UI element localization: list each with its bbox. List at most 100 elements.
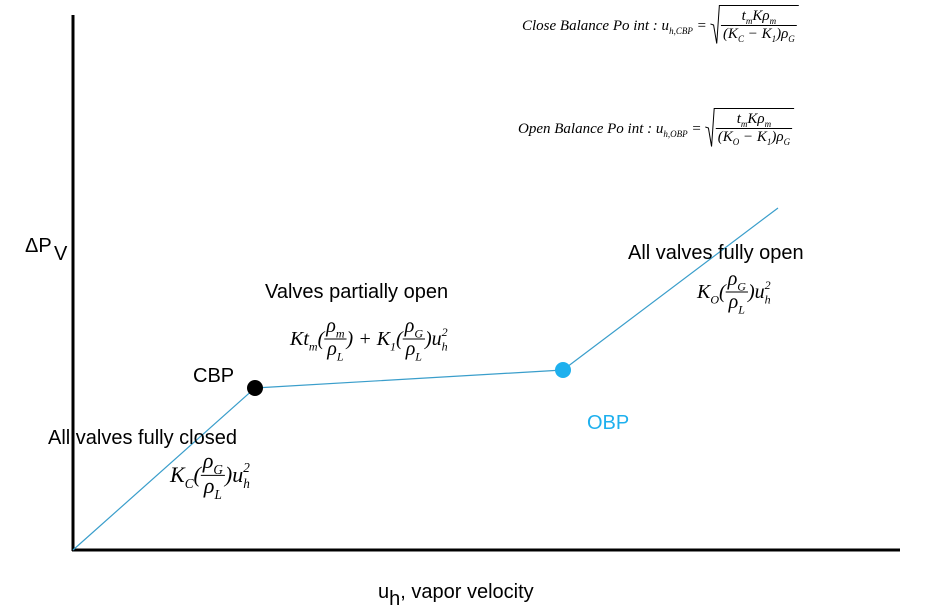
formula-text: C — [738, 34, 745, 44]
point-label: CBP — [193, 365, 234, 387]
formula-text: m — [746, 16, 753, 26]
formula-group: Open Balance Po int : u h,OBP = t m Kρ m(K O … — [518, 108, 795, 147]
formula-text: G — [788, 34, 795, 44]
formula-text: t — [742, 8, 747, 24]
formula-text: t — [737, 111, 742, 127]
formula-text: Close Balance Po int : u — [522, 18, 669, 34]
point-label: OBP — [587, 412, 629, 434]
formula-text: L — [737, 303, 745, 317]
formula-text: m — [765, 119, 772, 129]
formula-text: ρ — [202, 448, 214, 473]
formula-group: (K C − K 1)ρ G — [723, 26, 795, 44]
formula-text: ) — [747, 281, 755, 303]
formula-text: u — [755, 281, 765, 303]
region-label: Valves partially open — [265, 281, 448, 303]
formula-text: O — [710, 293, 719, 307]
formula-group: Close Balance Po int : u h,CBP = t m Kρ m(K C… — [522, 5, 799, 44]
formula-group: K O (ρ Gρ L) u h2 — [696, 268, 771, 317]
formula-text: h,OBP — [663, 129, 688, 139]
formula-text: h — [243, 476, 250, 491]
formula-text: = — [693, 18, 711, 34]
obp-point — [555, 362, 571, 378]
formula-text: m — [741, 119, 748, 129]
formula-text: Kρ — [751, 8, 769, 24]
formula-text: )ρ — [775, 26, 788, 42]
y-axis-label: ΔP — [25, 235, 52, 257]
formula-text: h,CBP — [669, 26, 693, 36]
formula-text: Open Balance Po int : u — [518, 121, 663, 137]
formula-text: ( — [719, 281, 727, 303]
radical-sign — [710, 5, 799, 44]
formula-text: 1 — [390, 340, 396, 354]
formula-text: m — [336, 327, 345, 341]
x-axis-label-sub: h — [389, 588, 400, 609]
formula-text: ( — [193, 462, 202, 487]
formula-text: ) — [424, 328, 432, 350]
cbp-point — [247, 380, 263, 396]
formula-group: Kt m (ρ mρ L) + K 1 (ρ Gρ L) u h2 — [289, 315, 448, 364]
formula-group: t m Kρ m — [737, 111, 772, 129]
y-axis-label-sub: V — [54, 243, 68, 265]
formula-text: K — [169, 462, 186, 487]
pressure-drop-curve — [72, 207, 779, 551]
formula-text: u — [432, 328, 442, 350]
formula-text: K — [696, 281, 712, 303]
formula-text: 2 — [243, 460, 250, 475]
formula-text: 1 — [772, 34, 777, 44]
formula-text: ( — [318, 328, 326, 350]
formula-text: ρ — [203, 473, 215, 498]
formula-text: G — [737, 280, 746, 294]
formula-text: G — [784, 137, 791, 147]
formula-text: − K — [744, 26, 773, 42]
formula-text: h — [442, 340, 448, 354]
formula-text: ρ — [326, 338, 337, 360]
formula-text: − K — [739, 129, 768, 145]
formula-text: G — [414, 327, 423, 341]
formula-text: ρ — [325, 315, 336, 337]
region-label: All valves fully closed — [48, 427, 237, 449]
radical-sign — [705, 108, 795, 147]
formula-text: u — [232, 462, 243, 487]
formula-text: m — [770, 16, 777, 26]
formula-text: 1 — [767, 137, 772, 147]
x-axis-label-rest: , vapor velocity — [400, 581, 533, 603]
formula-text: ρ — [728, 291, 739, 313]
formula-text: )ρ — [770, 129, 783, 145]
formula-group: (K O − K 1)ρ G — [718, 129, 791, 147]
formula-group: K C (ρ Gρ L) u h2 — [169, 448, 250, 502]
formula-text: ρ — [405, 338, 416, 360]
formula-text: L — [213, 487, 221, 502]
formula-text: 2 — [442, 325, 448, 339]
formula-text: Kρ — [746, 111, 764, 127]
formula-group: t m Kρ m — [742, 8, 777, 26]
formula-text: Kt — [289, 328, 309, 350]
region-label: All valves fully open — [628, 242, 804, 264]
formula-text: O — [733, 137, 740, 147]
formula-text: m — [309, 340, 318, 354]
formula-text: C — [185, 476, 194, 491]
formula-text: = — [688, 121, 706, 137]
formula-text: ) + K — [346, 328, 392, 350]
formula-group: t m Kρ m(K C − K 1)ρ G — [720, 8, 797, 44]
formula-text: h — [765, 293, 771, 307]
formula-text: ( — [396, 328, 404, 350]
formula-text: L — [336, 350, 344, 364]
formula-text: G — [213, 462, 223, 477]
formula-text: (K — [718, 129, 734, 145]
formula-text: (K — [723, 26, 739, 42]
formula-text: ) — [223, 462, 232, 487]
formula-text: 2 — [765, 278, 771, 292]
x-axis-label: u — [378, 581, 389, 603]
formula-text: ρ — [404, 315, 415, 337]
formula-text: L — [414, 350, 422, 364]
